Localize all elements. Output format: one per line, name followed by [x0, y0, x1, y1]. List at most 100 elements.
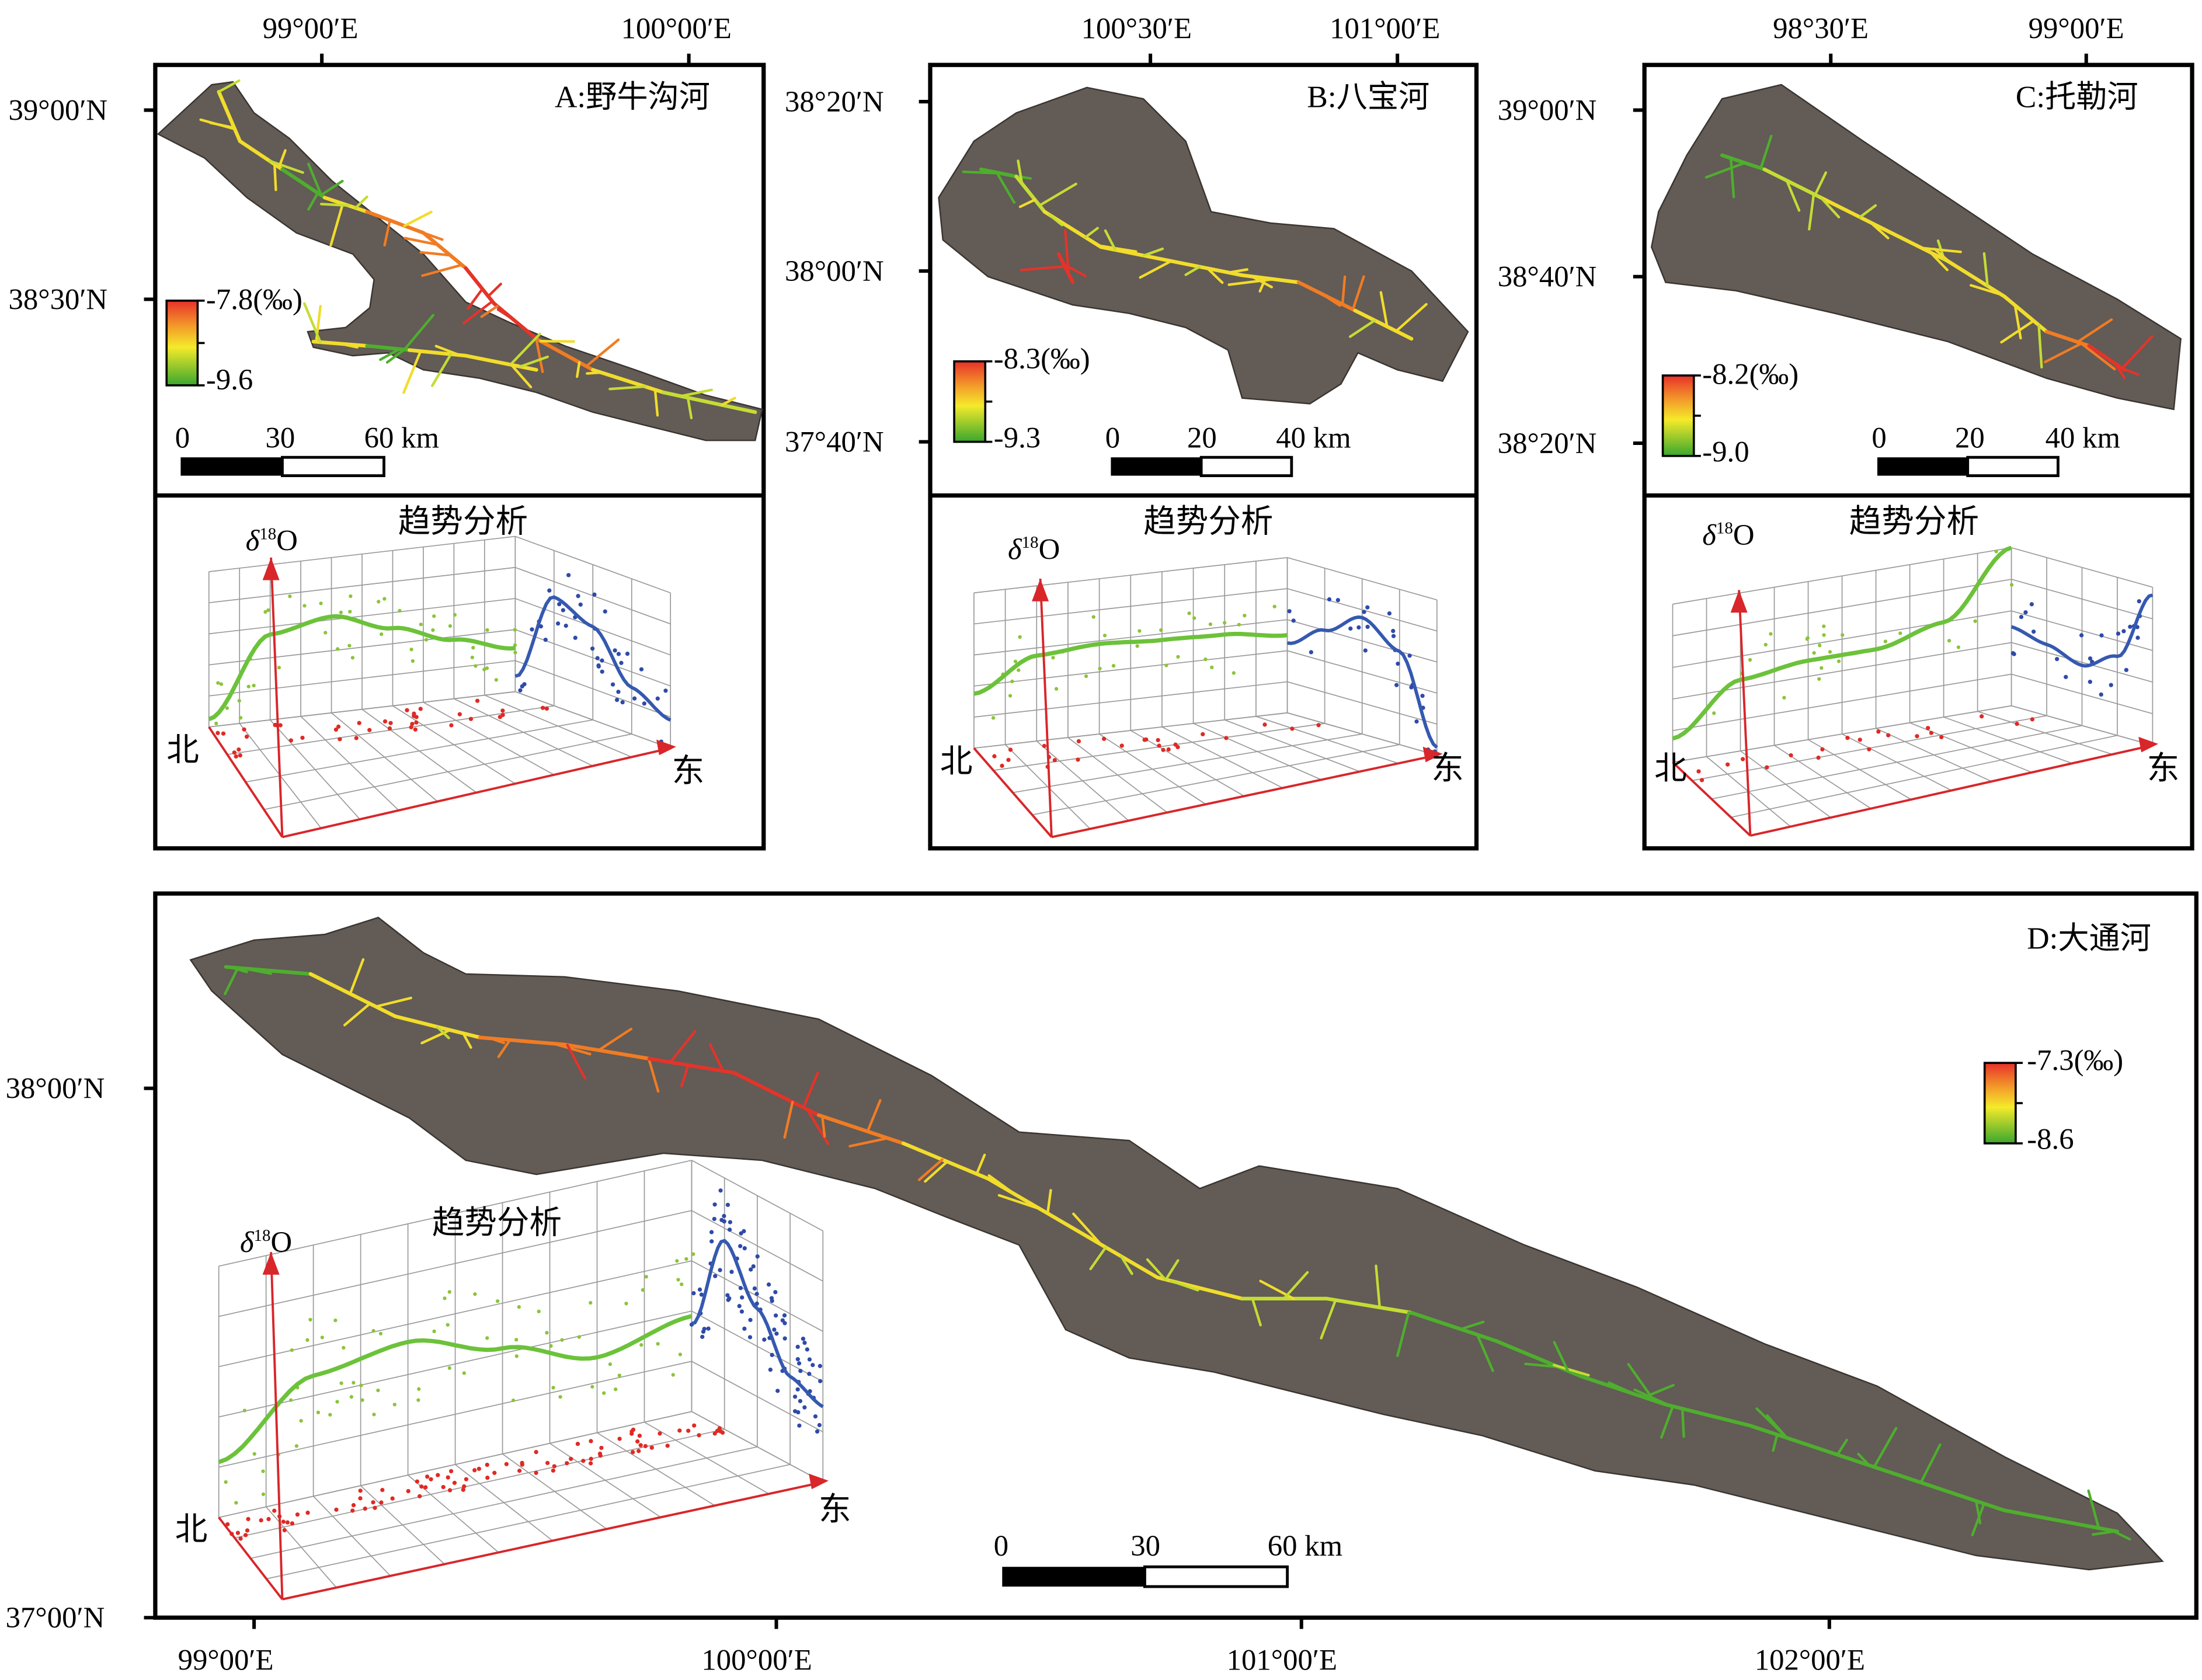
tributary	[339, 342, 359, 349]
green-point	[517, 1305, 521, 1309]
panel-a-title: A:野牛沟河	[554, 79, 710, 114]
red-point	[272, 1508, 277, 1513]
blue-point	[774, 1331, 779, 1336]
tributary	[436, 1025, 450, 1039]
tributary	[1681, 1407, 1685, 1438]
river-a-segment	[464, 266, 496, 305]
blue-point	[722, 1213, 726, 1219]
tick-label: 38°20′N	[785, 85, 884, 119]
green-point	[242, 1408, 247, 1413]
green-point	[323, 631, 328, 635]
blue-point	[709, 1239, 714, 1244]
tributary	[1476, 1333, 1494, 1372]
green-point	[589, 1300, 593, 1305]
d18o-axis	[270, 557, 284, 837]
blue-point	[555, 621, 561, 626]
river-b-segment	[1353, 308, 1414, 341]
green-point	[485, 666, 489, 670]
trend-chart	[208, 535, 676, 839]
tributary	[434, 345, 461, 357]
tributary	[421, 263, 464, 277]
red-point	[409, 725, 413, 730]
blue-point	[768, 1368, 773, 1372]
green-point	[513, 651, 517, 655]
scale-label: 30	[1130, 1528, 1161, 1563]
tick-label: 101°00′E	[1330, 11, 1441, 46]
blue-point	[805, 1347, 809, 1352]
blue-point	[547, 588, 552, 593]
grid-line	[208, 629, 516, 666]
blue-point	[729, 1269, 734, 1274]
blue-point	[782, 1336, 787, 1341]
tributary	[1227, 268, 1248, 274]
tributary	[680, 1063, 690, 1088]
legend-color-bar	[1983, 1062, 2017, 1145]
blue-point	[810, 1362, 815, 1368]
tick-label: 38°00′N	[5, 1071, 105, 1105]
grid-line	[208, 566, 516, 604]
red-point	[597, 1451, 603, 1456]
trend-charts	[208, 535, 2159, 1601]
green-point	[446, 1323, 450, 1327]
blue-point	[749, 1267, 753, 1272]
red-point	[405, 708, 409, 712]
green-point	[678, 1352, 683, 1356]
grid-line	[218, 1361, 692, 1468]
blue-point	[807, 1357, 812, 1362]
panel-frame	[153, 62, 766, 851]
tributary	[802, 1071, 819, 1109]
green-point	[1836, 659, 1841, 663]
red-point	[692, 1423, 697, 1428]
scale-label: 20	[1187, 420, 1217, 455]
red-point	[1201, 732, 1205, 736]
blue-point	[748, 1317, 753, 1323]
blue-point	[801, 1337, 806, 1341]
red-point	[617, 1436, 622, 1441]
red-point	[278, 723, 283, 728]
green-point	[308, 1317, 312, 1322]
green-point	[411, 659, 415, 663]
red-point	[259, 1518, 263, 1523]
red-point	[436, 1473, 440, 1477]
east-axis	[282, 747, 671, 839]
grid-line	[208, 535, 516, 572]
trend-title: 趋势分析	[432, 1205, 562, 1241]
blue-point	[782, 1321, 787, 1326]
red-point	[333, 727, 339, 732]
green-point	[1805, 637, 1809, 641]
tributary	[1282, 1271, 1309, 1300]
blue-point	[2031, 629, 2036, 634]
north-label: 北	[940, 743, 973, 780]
blue-point	[563, 623, 568, 628]
green-trend-curve	[1672, 545, 2012, 741]
green-point	[691, 1252, 695, 1256]
blue-point	[798, 1369, 803, 1373]
tick-label: 99°00′E	[2028, 11, 2124, 46]
green-point	[473, 1292, 477, 1296]
green-point	[305, 1338, 309, 1342]
tributary	[1006, 173, 1032, 180]
red-point	[290, 1521, 295, 1526]
green-point	[684, 1257, 688, 1261]
red-point	[552, 1464, 556, 1469]
red-point	[475, 698, 480, 703]
scale-bar-white	[1966, 455, 2060, 478]
green-point	[348, 610, 352, 614]
blue-point	[775, 1389, 780, 1393]
green-point	[485, 628, 489, 632]
blue-point	[573, 635, 578, 640]
tributary	[1396, 1311, 1410, 1358]
green-point	[644, 1275, 648, 1279]
blue-point	[725, 1293, 730, 1298]
tributary	[1608, 1381, 1636, 1396]
green-point	[1712, 711, 1716, 715]
tributary	[1836, 1438, 1848, 1456]
blue-point	[2137, 599, 2141, 604]
tributary	[1970, 284, 2003, 297]
red-point	[447, 1488, 453, 1493]
grid-line	[973, 650, 1288, 687]
tributary	[319, 203, 350, 207]
blue-trend-curve	[2010, 593, 2154, 668]
blue-point	[747, 1335, 753, 1340]
